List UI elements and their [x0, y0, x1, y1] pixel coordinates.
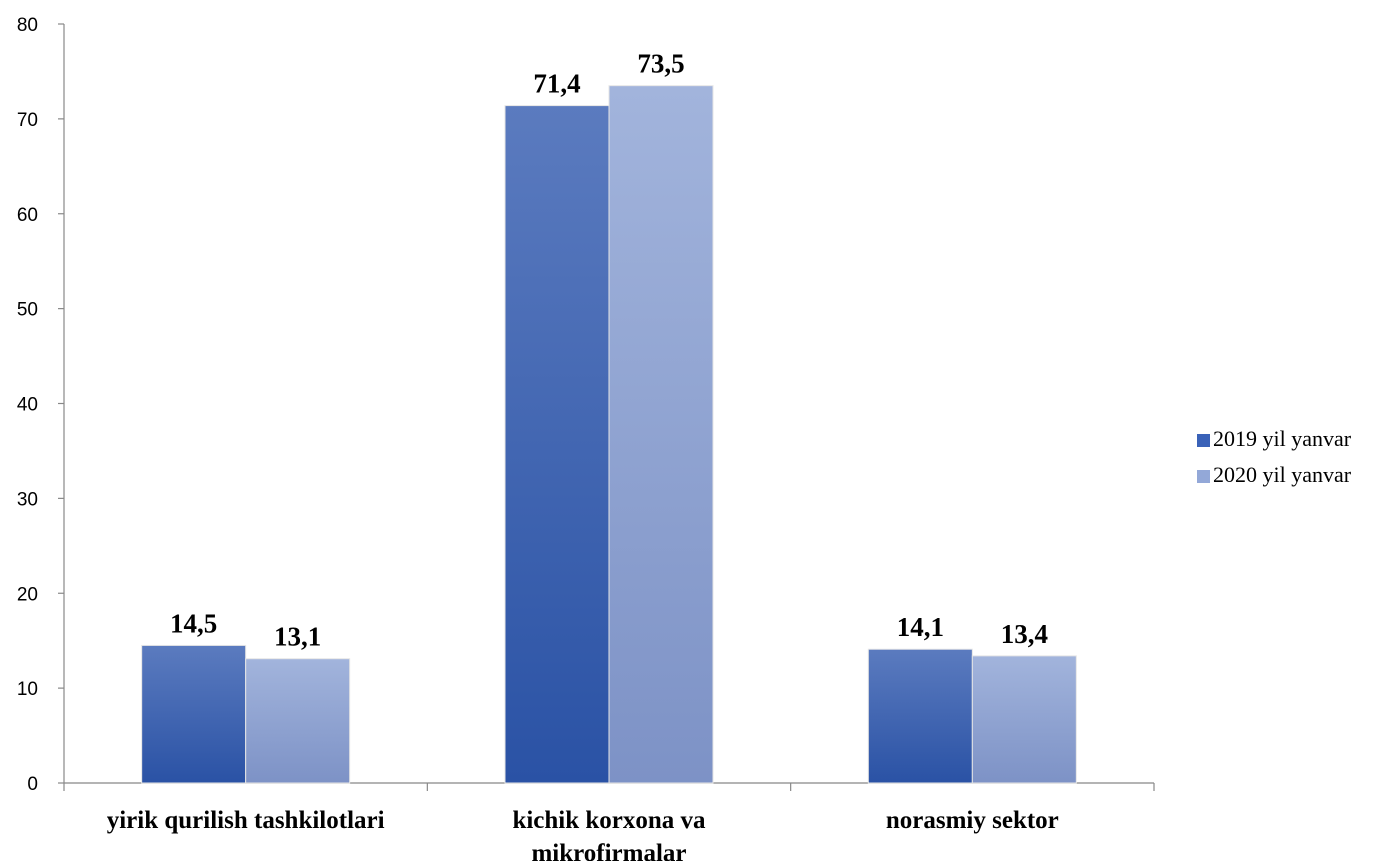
data-label: 73,5 — [637, 49, 684, 79]
axes: 0 10 20 30 40 50 60 70 80 yirik qurilish tashkilo… — [17, 15, 1155, 861]
bars — [141, 85, 1077, 784]
bar-series2-cat1 — [245, 658, 351, 784]
y-tick-label: 70 — [17, 110, 38, 131]
x-category-label: mikrofirmalar — [531, 840, 686, 861]
x-category-label: yirik qurilish tashkilotlari — [107, 807, 385, 834]
bar-series1-cat1 — [141, 644, 247, 784]
y-tick-label: 10 — [17, 679, 38, 700]
y-tick-label: 60 — [17, 205, 38, 226]
data-label: 13,4 — [1001, 619, 1048, 649]
legend-swatch — [1197, 470, 1210, 483]
legend-swatch — [1197, 434, 1210, 447]
x-category-label: norasmiy sektor — [886, 807, 1059, 834]
legend-label: 2020 yil yanvar — [1213, 462, 1352, 487]
y-tick-label: 80 — [17, 15, 38, 36]
y-tick-label: 40 — [17, 395, 38, 416]
y-tick-label: 50 — [17, 300, 38, 321]
data-label: 71,4 — [533, 69, 580, 99]
y-tick-label: 0 — [27, 774, 38, 795]
bar-series1-cat2 — [504, 105, 610, 784]
data-labels: 14,5 71,4 14,1 13,1 73,5 13,4 — [170, 49, 1048, 652]
legend-label: 2019 yil yanvar — [1213, 426, 1352, 451]
y-tick-label: 30 — [17, 489, 38, 510]
bar-series2-cat3 — [971, 655, 1077, 784]
bar-series2-cat2 — [608, 85, 714, 784]
bar-series1-cat3 — [867, 648, 973, 784]
y-tick-label: 20 — [17, 584, 38, 605]
x-category-label: kichik korxona va — [512, 807, 706, 834]
data-label: 13,1 — [274, 622, 321, 652]
data-label: 14,5 — [170, 608, 217, 638]
data-label: 14,1 — [897, 612, 944, 642]
legend: 2019 yil yanvar 2020 yil yanvar — [1197, 426, 1352, 487]
